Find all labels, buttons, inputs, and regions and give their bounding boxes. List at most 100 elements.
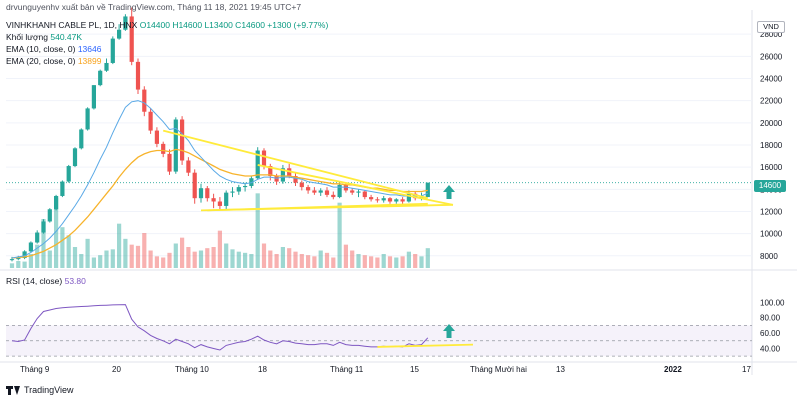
volume-bar — [98, 255, 103, 268]
rsi-tick-label: 80.00 — [760, 314, 781, 323]
volume-bar — [35, 244, 40, 268]
candle-body — [425, 182, 430, 198]
candle-body — [98, 70, 103, 86]
rsi-tick-label: 100.00 — [760, 298, 785, 307]
price-tick-label: 24000 — [760, 74, 783, 83]
rsi-tick-label: 60.00 — [760, 329, 781, 338]
rsi-label[interactable]: RSI (14, close) — [6, 276, 63, 286]
candle-body — [22, 251, 27, 259]
candle-body — [205, 188, 210, 199]
candle-body — [369, 197, 374, 200]
volume-bar — [60, 227, 65, 268]
volume-bar — [91, 257, 96, 268]
byline: drvunguyenhv xuất bản về TradingView.com… — [6, 2, 302, 12]
volume-bar — [261, 243, 267, 268]
volume-bar — [192, 251, 197, 268]
volume-bar — [387, 256, 393, 268]
candle-body — [16, 258, 21, 260]
time-tick-label: 15 — [410, 365, 419, 374]
candle-body — [387, 198, 393, 202]
candle-body — [110, 38, 115, 63]
volume-bar — [381, 254, 386, 268]
volume-bar — [198, 250, 204, 268]
time-tick-label: 20 — [112, 365, 121, 374]
volume-label[interactable]: Khối lượng — [6, 32, 48, 42]
candle-body — [91, 85, 96, 109]
candle-body — [236, 187, 241, 192]
volume-bar — [167, 252, 172, 268]
volume-bar — [375, 257, 380, 268]
volume-bar — [274, 254, 279, 268]
rsi-tick-label: 40.00 — [760, 344, 781, 353]
candle-body — [104, 62, 109, 71]
volume-bar — [186, 247, 191, 268]
tradingview-footer[interactable]: TradingView — [6, 385, 74, 395]
candle-body — [400, 199, 405, 202]
volume-bar — [230, 249, 235, 268]
volume-bar — [331, 257, 336, 268]
volume-bar — [312, 256, 317, 268]
volume-bar — [123, 238, 128, 268]
time-tick-label: 2022 — [664, 365, 682, 374]
volume-bar — [243, 252, 248, 268]
candle-body — [129, 16, 134, 62]
ema10-line — [11, 100, 429, 259]
trendline — [162, 129, 429, 200]
volume-value: 540.47K — [50, 32, 83, 42]
candle-body — [148, 111, 153, 131]
candle-body — [35, 232, 40, 243]
rsi-line — [11, 304, 429, 351]
volume-bar — [236, 251, 241, 268]
candle-body — [255, 150, 260, 179]
ema10-label[interactable]: EMA (10, close, 0) — [6, 44, 76, 54]
volume-bar — [224, 243, 229, 268]
volume-bar — [249, 254, 254, 268]
volume-bar — [369, 256, 374, 268]
volume-bar — [142, 233, 147, 268]
currency-badge[interactable]: VND — [757, 21, 785, 33]
volume-bar — [135, 245, 141, 268]
candle-body — [406, 193, 411, 202]
candle-body — [79, 129, 84, 149]
volume-bar — [28, 254, 33, 268]
volume-bar — [154, 256, 159, 268]
volume-bar — [16, 261, 21, 268]
volume-bar — [337, 202, 342, 268]
rsi-legend: RSI (14, close) 53.80 — [6, 276, 86, 287]
volume-bar — [306, 255, 311, 268]
volume-bar — [66, 235, 71, 268]
last-price-tag: 14600 — [754, 180, 786, 192]
volume-bar — [148, 250, 153, 268]
candle-body — [261, 150, 267, 167]
candle-body — [192, 172, 197, 199]
candle-body — [249, 178, 254, 186]
candle-body — [85, 108, 90, 130]
candle-body — [343, 184, 348, 191]
volume-bar — [161, 257, 166, 268]
candlesticks — [9, 7, 430, 262]
candle-body — [217, 201, 222, 206]
ema20-legend: EMA (20, close, 0) 13899 — [6, 56, 101, 67]
volume-bar — [173, 243, 178, 268]
volume-bar — [110, 249, 115, 268]
volume-bar — [287, 248, 292, 268]
price-tick-label: 12000 — [760, 207, 783, 216]
rsi-trendline — [377, 343, 474, 348]
ema20-value: 13899 — [77, 56, 102, 66]
candle-body — [167, 153, 172, 172]
symbol-name[interactable]: VINHKHANH CABLE PL, 1D, HNX — [6, 20, 138, 30]
volume-bar — [129, 244, 134, 268]
volume-bar — [350, 250, 355, 268]
ema10-value: 13646 — [77, 44, 102, 54]
candle-body — [362, 191, 367, 198]
volume-legend: Khối lượng 540.47K — [6, 32, 82, 43]
candle-body — [280, 168, 285, 182]
time-tick-label: Tháng 9 — [20, 365, 50, 374]
candle-body — [306, 187, 311, 191]
volume-bar — [72, 247, 78, 268]
candle-body — [274, 176, 279, 182]
ema20-label[interactable]: EMA (20, close, 0) — [6, 56, 76, 66]
price-tick-label: 22000 — [760, 97, 783, 106]
candle-body — [224, 192, 229, 206]
